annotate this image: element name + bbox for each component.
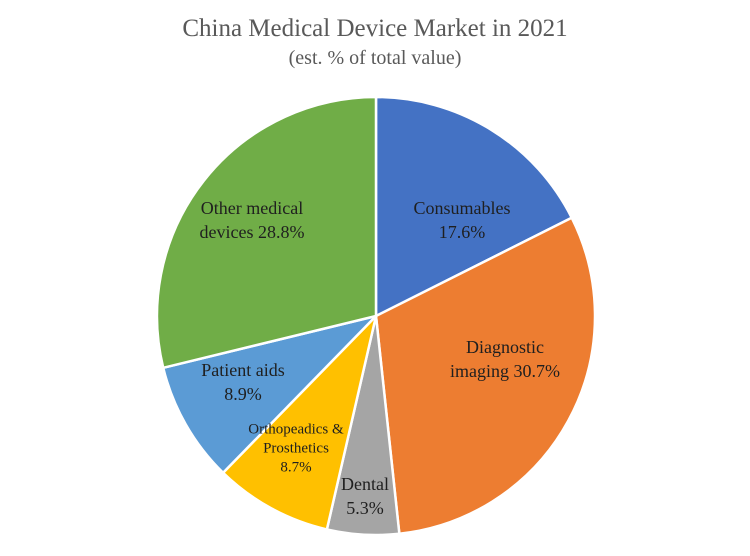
slice-label-patient-aids: Patient aids 8.9% [201, 360, 285, 404]
slice-label-line: Prosthetics [263, 440, 329, 456]
pie-slice-orthopeadics-prosthetics [221, 314, 378, 531]
slice-label-diagnostic-imaging: Diagnostic imaging 30.7% [450, 337, 560, 381]
slice-label-line: 5.3% [346, 498, 384, 518]
slice-label-orthopeadics-prosthetics: Orthopeadics & Prosthetics 8.7% [248, 421, 344, 475]
slice-label-line: Patient aids [201, 360, 285, 380]
slice-label-line: devices 28.8% [200, 222, 305, 242]
slice-label-other-medical-devices: Other medical devices 28.8% [200, 198, 305, 242]
slice-label-line: Consumables [414, 198, 511, 218]
slice-label-consumables: Consumables 17.6% [414, 198, 511, 242]
pie-slice-other-medical-devices [155, 95, 378, 370]
slice-label-dental: Dental 5.3% [341, 474, 389, 518]
pie-slice-consumables [374, 95, 573, 318]
slice-label-line: 8.7% [280, 459, 311, 475]
chart-subtitle: (est. % of total value) [288, 47, 462, 69]
slice-label-line: Other medical [201, 198, 303, 218]
pie-slice-diagnostic-imaging [374, 216, 597, 535]
slice-label-line: Orthopeadics & [248, 421, 344, 437]
slice-label-line: 8.9% [224, 384, 262, 404]
slice-label-line: Dental [341, 474, 389, 494]
slice-label-line: Diagnostic [466, 337, 544, 357]
slice-label-line: 17.6% [439, 222, 486, 242]
chart-title: China Medical Device Market in 2021 [182, 15, 568, 42]
slice-label-line: imaging 30.7% [450, 361, 560, 381]
